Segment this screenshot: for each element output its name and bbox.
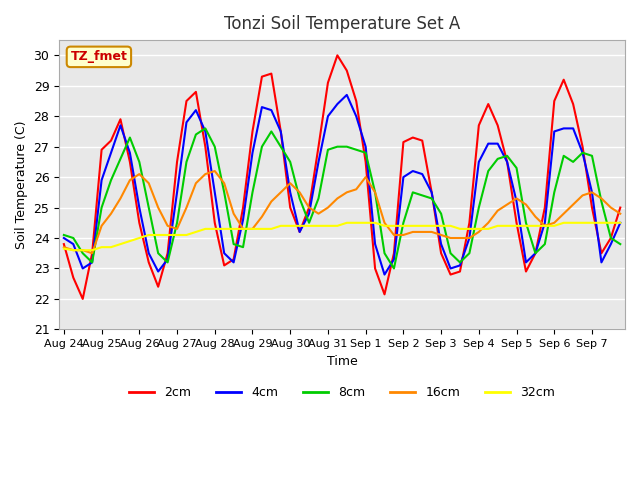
8cm bbox=[249, 190, 257, 195]
4cm bbox=[60, 235, 68, 241]
2cm bbox=[616, 204, 624, 210]
8cm bbox=[230, 241, 237, 247]
4cm bbox=[428, 190, 435, 195]
16cm bbox=[428, 229, 435, 235]
32cm bbox=[343, 220, 351, 226]
Text: TZ_fmet: TZ_fmet bbox=[70, 50, 127, 63]
32cm bbox=[70, 247, 77, 253]
16cm bbox=[88, 251, 96, 256]
X-axis label: Time: Time bbox=[326, 355, 358, 368]
8cm bbox=[211, 144, 219, 150]
32cm bbox=[428, 223, 435, 229]
16cm bbox=[258, 214, 266, 219]
4cm bbox=[220, 251, 228, 256]
8cm bbox=[154, 251, 162, 256]
32cm bbox=[616, 220, 624, 226]
4cm bbox=[202, 129, 209, 134]
16cm bbox=[616, 211, 624, 216]
Line: 4cm: 4cm bbox=[64, 95, 620, 275]
16cm bbox=[211, 168, 219, 174]
Line: 8cm: 8cm bbox=[64, 129, 620, 268]
Line: 16cm: 16cm bbox=[64, 171, 620, 253]
4cm bbox=[154, 269, 162, 275]
8cm bbox=[202, 126, 209, 132]
32cm bbox=[211, 226, 219, 232]
4cm bbox=[249, 150, 257, 156]
16cm bbox=[239, 226, 247, 232]
2cm bbox=[333, 52, 341, 58]
32cm bbox=[164, 232, 172, 238]
16cm bbox=[164, 223, 172, 229]
8cm bbox=[390, 265, 398, 271]
2cm bbox=[428, 190, 435, 195]
2cm bbox=[79, 296, 86, 302]
4cm bbox=[239, 217, 247, 223]
4cm bbox=[616, 220, 624, 226]
2cm bbox=[258, 74, 266, 80]
32cm bbox=[249, 226, 257, 232]
2cm bbox=[211, 220, 219, 226]
2cm bbox=[164, 251, 172, 256]
8cm bbox=[60, 232, 68, 238]
8cm bbox=[616, 241, 624, 247]
Title: Tonzi Soil Temperature Set A: Tonzi Soil Temperature Set A bbox=[224, 15, 460, 33]
4cm bbox=[343, 92, 351, 98]
2cm bbox=[249, 129, 257, 134]
16cm bbox=[220, 180, 228, 186]
4cm bbox=[381, 272, 388, 277]
8cm bbox=[258, 144, 266, 150]
Legend: 2cm, 4cm, 8cm, 16cm, 32cm: 2cm, 4cm, 8cm, 16cm, 32cm bbox=[124, 381, 560, 404]
Line: 32cm: 32cm bbox=[64, 223, 620, 250]
2cm bbox=[60, 241, 68, 247]
32cm bbox=[60, 246, 68, 252]
Y-axis label: Soil Temperature (C): Soil Temperature (C) bbox=[15, 120, 28, 249]
Line: 2cm: 2cm bbox=[64, 55, 620, 299]
16cm bbox=[268, 199, 275, 204]
16cm bbox=[60, 244, 68, 250]
32cm bbox=[258, 226, 266, 232]
2cm bbox=[230, 256, 237, 262]
8cm bbox=[428, 195, 435, 201]
32cm bbox=[230, 226, 237, 232]
